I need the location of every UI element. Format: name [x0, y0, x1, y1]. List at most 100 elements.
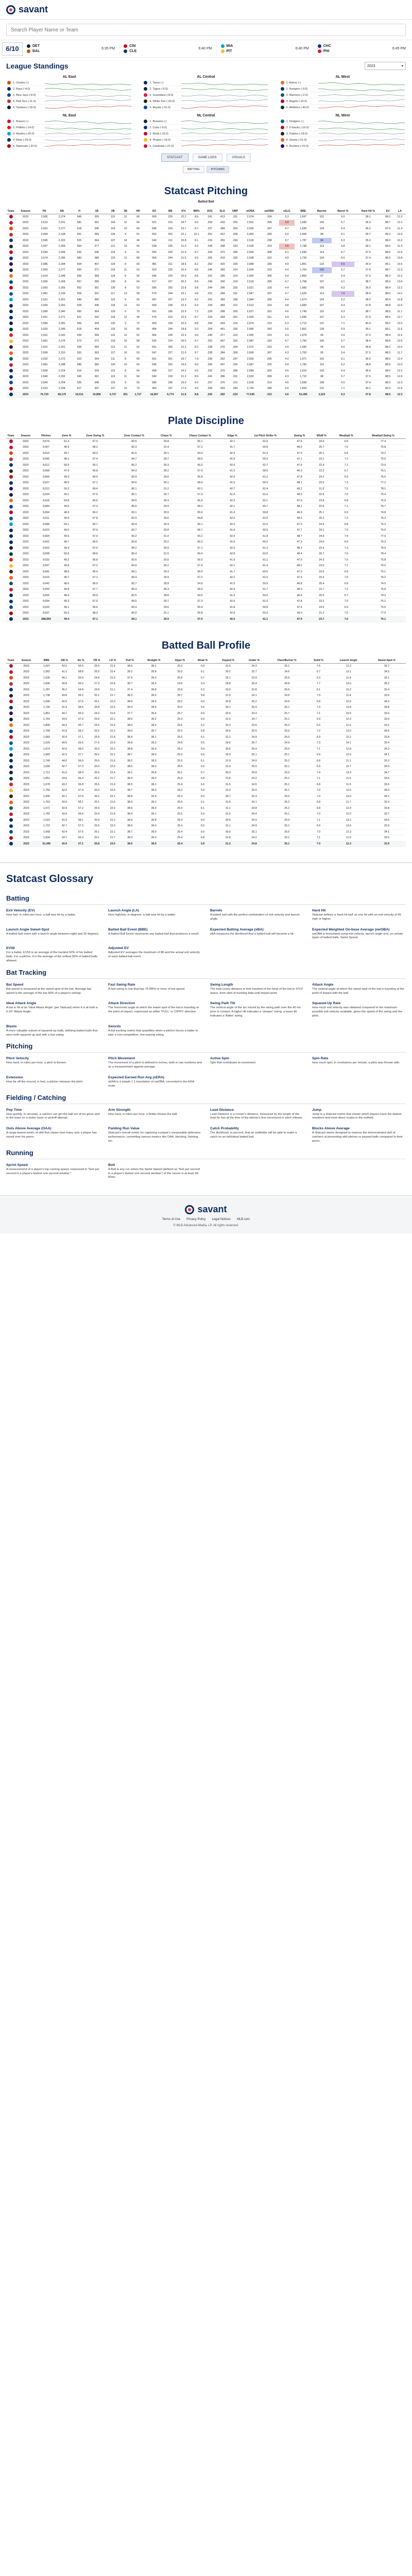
team-cell[interactable]	[6, 746, 15, 752]
column-header[interactable]: Season	[15, 655, 38, 664]
column-header[interactable]: Sweet Spot %	[367, 655, 406, 664]
team-cell[interactable]	[6, 368, 15, 374]
table-row[interactable]: 2023 1,690 42.1 57.9 26.2 22.1 38.8 35.9 25.3 6.0…	[6, 793, 406, 800]
column-header[interactable]: Team	[6, 206, 15, 214]
team-cell[interactable]	[6, 498, 15, 504]
column-header[interactable]: xwOBA	[259, 206, 280, 214]
team-cell[interactable]	[6, 663, 15, 669]
column-header[interactable]: BB	[163, 206, 178, 214]
game-card[interactable]: DET BAL 6:35 PM	[23, 41, 120, 56]
team-cell[interactable]	[6, 374, 15, 380]
table-row[interactable]: 2023 1,668 42.4 57.6 26.1 22.1 38.7 35.9 25.4 6.0…	[6, 829, 406, 835]
team-cell[interactable]	[6, 604, 15, 611]
table-row[interactable]: 2023 9,619 49.7 66.3 81.6 29.1 54.4 42.4 61.9 47.…	[6, 450, 406, 456]
team-cell[interactable]	[6, 687, 15, 693]
glossary-term[interactable]: Batted Ball Event (BBE)	[108, 927, 148, 931]
team-cell[interactable]	[6, 438, 15, 445]
table-row[interactable]: 2023 2,550 2,277 560 371 125 11 53 520 225 20.4 8.8…	[6, 267, 406, 274]
column-header[interactable]: Straight %	[139, 655, 169, 664]
glossary-term[interactable]: Barrels	[210, 909, 222, 912]
column-header[interactable]: Pitches	[36, 430, 57, 439]
glossary-term[interactable]: Expected Weighted On-base Average (xwOBA…	[312, 927, 390, 931]
standings-row[interactable]: 3. Mariners (-2.0)	[280, 92, 405, 98]
team-cell[interactable]	[6, 273, 15, 279]
team-cell[interactable]	[6, 610, 15, 617]
total-row[interactable]: 2023 288,069 49.4 67.1 84.1 29.9 57.0 42.0 61.1 4…	[6, 616, 406, 622]
standings-row[interactable]: 1. Braves (-)	[7, 118, 132, 125]
team-cell[interactable]	[6, 823, 15, 829]
column-header[interactable]: Flare/Burner %	[266, 655, 308, 664]
glossary-term[interactable]: Fielding Run Value	[108, 1127, 140, 1131]
table-row[interactable]: 2023 1,726 41.4 58.6 26.8 22.5 39.4 35.6 25.0 5.6…	[6, 704, 406, 711]
total-row[interactable]: 2023 51,495 42.9 57.1 25.8 22.0 38.6 36.0 25.4 5.…	[6, 841, 406, 847]
subtab-pitching[interactable]: PITCHING	[206, 166, 229, 173]
table-row[interactable]: 2023 2,599 2,310 553 363 127 10 53 547 227 21.0 8.7…	[6, 350, 406, 357]
team-cell[interactable]	[6, 462, 15, 468]
team-cell[interactable]	[6, 740, 15, 747]
team-cell[interactable]	[6, 681, 15, 687]
glossary-term[interactable]: Fast Swing Rate	[108, 982, 135, 987]
column-header[interactable]: Meatball Swing %	[360, 430, 406, 439]
table-row[interactable]: 2023 1,851 43.6 56.4 25.2 21.7 38.4 36.2 25.4 5.8…	[6, 775, 406, 782]
table-row[interactable]: 2023 2,513 2,241 581 361 144 12 64 621 216 24.7 8.6…	[6, 219, 406, 226]
team-cell[interactable]	[6, 574, 15, 581]
team-cell[interactable]	[6, 515, 15, 522]
team-cell[interactable]	[6, 444, 15, 451]
table-row[interactable]: 2023 9,508 50.6 68.6 86.4 31.5 60.4 42.8 62.6 49.…	[6, 551, 406, 557]
glossary-term[interactable]: Expected Earned Run Avg (xERA)	[108, 1076, 165, 1079]
standings-row[interactable]: 3. Padres (-18.0)	[280, 131, 405, 137]
column-header[interactable]: Chase %	[154, 430, 178, 439]
glossary-term[interactable]: Expected Batting Average (xBA)	[210, 927, 264, 931]
footer-link[interactable]: Privacy Policy	[186, 1218, 206, 1222]
glossary-term[interactable]: Ideal Attack Angle	[6, 1002, 37, 1006]
team-cell[interactable]	[6, 829, 15, 835]
team-cell[interactable]	[6, 261, 15, 267]
standings-row[interactable]: 5. Cardinals (-21.0)	[144, 143, 268, 149]
column-header[interactable]: PA	[36, 206, 54, 214]
team-cell[interactable]	[6, 811, 15, 818]
year-select[interactable]: 2023 ▾	[365, 62, 406, 70]
tab-statcast[interactable]: STATCAST	[161, 154, 188, 162]
glossary-term[interactable]: Squared-Up Rate	[312, 1002, 341, 1006]
glossary-term[interactable]: Bat Speed	[6, 982, 24, 987]
glossary-term[interactable]: Active Spin	[210, 1057, 230, 1061]
team-cell[interactable]	[6, 758, 15, 764]
team-cell[interactable]	[6, 764, 15, 770]
subtab-batting[interactable]: BATTING	[183, 166, 204, 173]
team-cell[interactable]	[6, 320, 15, 327]
game-card[interactable]: CHC PHI 6:45 PM	[314, 42, 410, 56]
table-row[interactable]: 2023 1,851 44.7 55.3 24.3 21.6 37.7 36.6 25.7 5.9…	[6, 710, 406, 717]
standings-row[interactable]: 1. Dodgers (-)	[280, 118, 405, 125]
table-row[interactable]: 2023 2,540 2,266 530 346 124 9 51 556 220 21.9 8.7.…	[6, 249, 406, 256]
table-row[interactable]: 2023 9,588 50.1 66.7 83.4 29.4 56.1 42.2 61.6 47.…	[6, 521, 406, 528]
column-header[interactable]: Barrels	[312, 206, 332, 214]
team-cell[interactable]	[6, 793, 15, 800]
team-cell[interactable]	[6, 297, 15, 303]
table-row[interactable]: 2023 9,564 49.6 67.9 83.2 31.0 55.2 42.0 61.8 48.…	[6, 533, 406, 539]
footer-logo[interactable]: savant	[0, 1204, 412, 1215]
team-cell[interactable]	[6, 314, 15, 321]
team-cell[interactable]	[6, 214, 15, 220]
team-cell[interactable]	[6, 249, 15, 256]
team-cell[interactable]	[6, 782, 15, 788]
table-row[interactable]: 2023 9,534 49.1 67.5 85.1 29.7 57.4 41.9 61.0 48.…	[6, 492, 406, 498]
team-cell[interactable]	[6, 231, 15, 238]
team-cell[interactable]	[6, 480, 15, 486]
table-row[interactable]: 2023 1,782 43.4 56.6 25.4 21.8 38.4 36.1 25.5 5.9…	[6, 811, 406, 818]
table-row[interactable]: 2023 9,559 49.8 67.7 85.3 30.3 58.0 42.4 61.7 48.…	[6, 586, 406, 593]
team-cell[interactable]	[6, 255, 15, 262]
team-cell[interactable]	[6, 817, 15, 823]
glossary-term[interactable]: Extension	[6, 1076, 23, 1079]
tab-game-logs[interactable]: GAME LOGS	[192, 154, 222, 162]
table-row[interactable]: 2023 2,562 2,277 518 345 103 10 60 608 224 23.7 8.7…	[6, 226, 406, 232]
table-row[interactable]: 2023 9,633 49.2 66.8 83.6 29.5 56.5 41.9 61.1 47.…	[6, 557, 406, 563]
glossary-term[interactable]: Outs Above Average (OAA)	[6, 1127, 52, 1131]
team-cell[interactable]	[6, 716, 15, 723]
table-row[interactable]: 2023 2,531 2,243 539 356 119 12 52 565 228 22.3 9.0…	[6, 332, 406, 338]
table-row[interactable]: 2023 2,521 2,261 546 360 122 9 55 587 207 23.3 8.2.…	[6, 297, 406, 303]
standings-row[interactable]: 5. Royals (-31.0)	[144, 105, 268, 111]
team-cell[interactable]	[6, 557, 15, 563]
standings-row[interactable]: 2. Rangers (-0.5)	[280, 86, 405, 92]
column-header[interactable]: Season	[15, 430, 36, 439]
column-header[interactable]: xSLG	[279, 206, 295, 214]
